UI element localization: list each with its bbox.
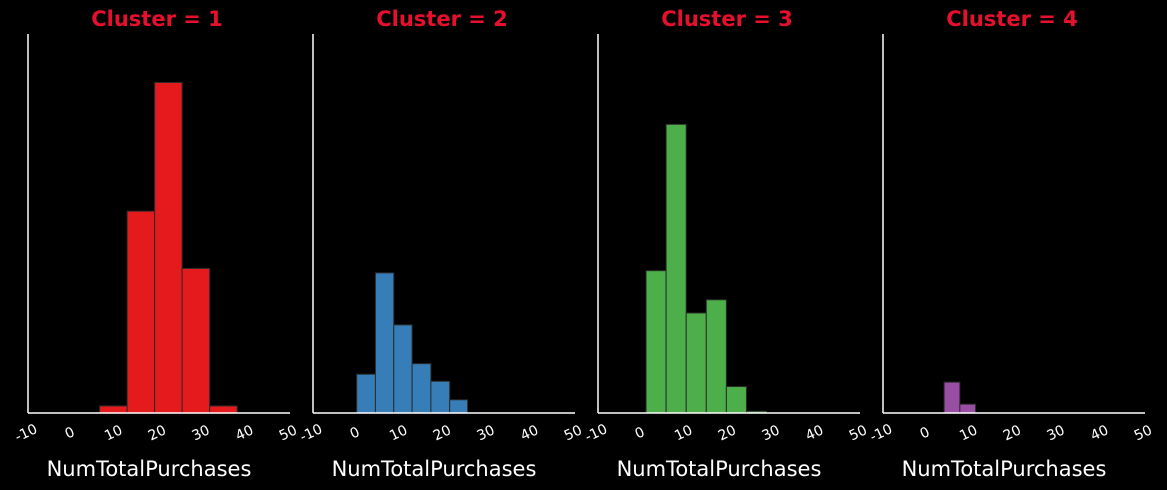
x-axis-label: NumTotalPurchases — [332, 457, 537, 481]
histogram-bar — [154, 81, 183, 414]
histogram-bar — [393, 324, 413, 414]
x-tick-label: 20 — [716, 422, 739, 444]
histogram-bar — [665, 123, 687, 414]
x-tick-label: 20 — [431, 422, 454, 444]
x-tick-label: -10 — [583, 421, 610, 445]
x-tick-label: 20 — [1001, 422, 1024, 444]
histogram-bar — [374, 272, 395, 414]
x-tick-label: 30 — [760, 422, 783, 444]
histogram-bar — [430, 380, 451, 414]
x-tick-label: -10 — [868, 421, 895, 445]
histogram-bar — [943, 381, 961, 414]
histogram-bar — [705, 299, 727, 414]
histogram-bar — [209, 405, 238, 414]
panel-title: Cluster = 4 — [946, 7, 1078, 31]
x-tick-label: 40 — [803, 422, 826, 444]
x-tick-label: 20 — [146, 422, 169, 444]
x-tick-label: 40 — [518, 422, 541, 444]
x-tick-label: 50 — [1132, 422, 1155, 444]
x-tick-label: 50 — [847, 422, 870, 444]
x-tick-label: 10 — [387, 422, 410, 444]
histogram-bar — [725, 386, 747, 414]
histogram-bar — [959, 403, 977, 414]
x-tick-label: 10 — [102, 422, 125, 444]
panel-title: Cluster = 2 — [376, 7, 508, 31]
x-tick-label: 40 — [233, 422, 256, 444]
x-tick-label: -10 — [298, 421, 325, 445]
x-tick-label: 30 — [475, 422, 498, 444]
panel-title: Cluster = 1 — [91, 7, 223, 31]
x-tick-label: -10 — [13, 421, 40, 445]
histogram-bar — [126, 210, 156, 414]
x-tick-label: 0 — [633, 424, 648, 442]
histogram-bar — [685, 312, 707, 414]
x-tick-label: 30 — [1045, 422, 1068, 444]
x-tick-label: 0 — [348, 424, 363, 442]
x-tick-label: 0 — [63, 424, 78, 442]
x-axis-label: NumTotalPurchases — [902, 457, 1107, 481]
panel-title: Cluster = 3 — [661, 7, 793, 31]
panel-cluster-2: -10 0 10 20 30 40 50 Cluster = 2 NumTotalPurchas… — [298, 7, 585, 481]
x-tick-label: 0 — [918, 424, 933, 442]
x-axis-label: NumTotalPurchases — [47, 457, 252, 481]
histogram-bar — [411, 363, 432, 414]
panel-cluster-4: -10 0 10 20 30 40 50 Cluster = 4 NumTotalPurchas… — [868, 7, 1155, 481]
panel-cluster-1: -10 0 10 20 30 40 50 Cluster = 1 NumTotalPurchas… — [13, 7, 300, 481]
x-tick-label: 50 — [277, 422, 300, 444]
histogram-bar — [645, 270, 667, 414]
histogram-bar — [99, 405, 128, 414]
x-axis-label: NumTotalPurchases — [617, 457, 822, 481]
histogram-bar — [449, 399, 469, 414]
panel-cluster-3: -10 0 10 20 30 40 50 Cluster = 3 NumTotalPurchas… — [583, 7, 870, 481]
histogram-bar — [356, 373, 376, 414]
x-tick-label: 10 — [672, 422, 695, 444]
x-tick-label: 50 — [562, 422, 585, 444]
histogram-bar — [181, 267, 211, 414]
x-tick-label: 10 — [957, 422, 980, 444]
x-tick-label: 30 — [190, 422, 213, 444]
x-tick-label: 40 — [1088, 422, 1111, 444]
